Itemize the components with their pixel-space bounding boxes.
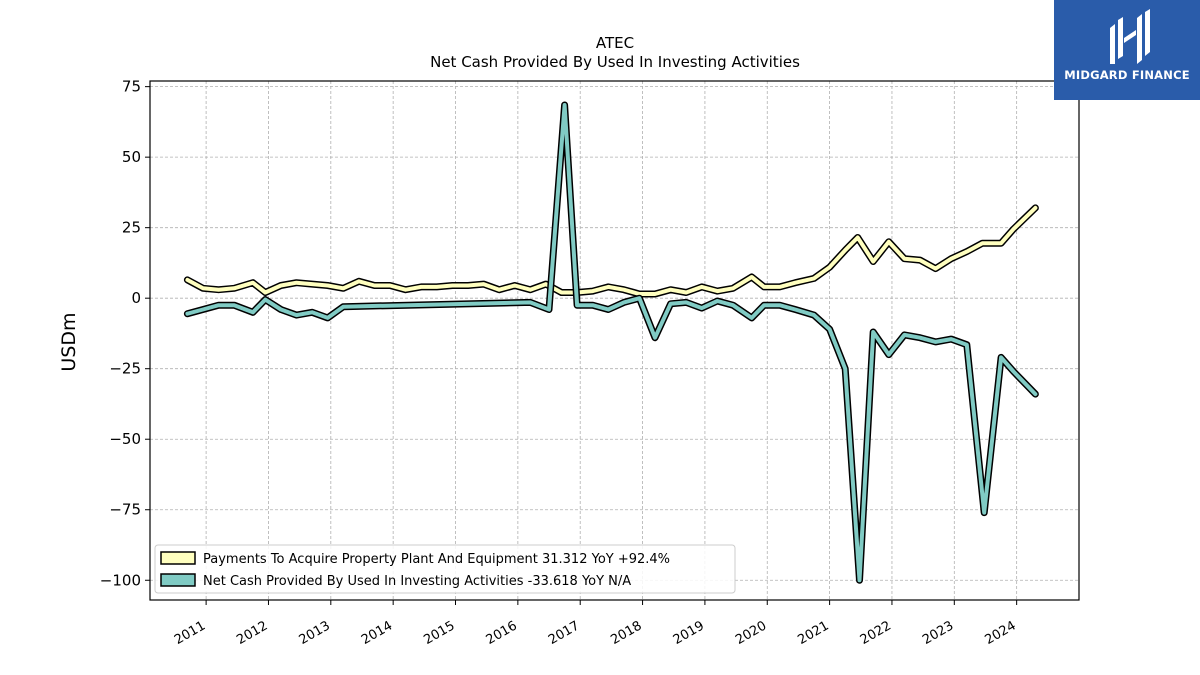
y-tick-label: −100 <box>100 571 141 589</box>
series-line <box>185 103 1038 583</box>
x-tick-label: 2020 <box>733 618 769 648</box>
chart-title: ATEC <box>596 34 634 52</box>
y-tick-label: 25 <box>122 219 141 237</box>
y-tick-label: −25 <box>109 360 141 378</box>
y-tick-label: 0 <box>131 289 141 307</box>
x-tick-label: 2014 <box>359 618 395 648</box>
brand-logo: MIDGARD FINANCE <box>1054 0 1200 100</box>
x-tick-label: 2016 <box>484 618 520 648</box>
x-tick-label: 2024 <box>982 618 1018 648</box>
x-tick-label: 2012 <box>234 618 270 648</box>
chart-subtitle: Net Cash Provided By Used In Investing A… <box>430 53 800 71</box>
x-tick-label: 2017 <box>546 618 582 648</box>
legend-label-investing: Net Cash Provided By Used In Investing A… <box>203 574 631 589</box>
y-axis-ticks: 75 50 25 0 −25 −50 −75 −100 <box>100 78 150 589</box>
y-tick-label: −75 <box>109 501 141 519</box>
legend-box <box>154 544 736 594</box>
x-tick-label: 2023 <box>920 618 956 648</box>
plot-frame <box>149 80 1080 601</box>
y-tick-label: −50 <box>109 430 141 448</box>
x-tick-label: 2018 <box>608 618 644 648</box>
series-line <box>185 205 1038 296</box>
legend-swatch-capex <box>160 551 196 565</box>
legend: Payments To Acquire Property Plant And E… <box>154 544 736 594</box>
x-tick-label: 2022 <box>858 618 894 648</box>
x-tick-label: 2019 <box>671 618 707 648</box>
midgard-logo-icon <box>1110 9 1150 64</box>
grid-lines <box>150 81 1079 600</box>
x-tick-label: 2013 <box>297 618 333 648</box>
series-outline <box>183 101 1039 584</box>
x-tick-label: 2015 <box>421 618 457 648</box>
brand-name: MIDGARD FINANCE <box>1064 68 1190 82</box>
x-tick-label: 2021 <box>795 618 831 648</box>
legend-swatch-investing <box>160 573 196 587</box>
series-1 <box>183 204 1039 298</box>
x-tick-label: 2011 <box>172 618 208 648</box>
y-tick-label: 50 <box>122 148 141 166</box>
y-tick-label: 75 <box>122 78 141 96</box>
series-2 <box>183 101 1039 584</box>
series-outline <box>183 204 1039 298</box>
y-axis-label: USDm <box>58 312 80 371</box>
x-axis-ticks: 2011 2012 2013 2014 2015 2016 2017 2018 2019 2020… <box>172 600 1019 648</box>
series-layer <box>183 101 1039 584</box>
legend-label-capex: Payments To Acquire Property Plant And E… <box>203 552 670 567</box>
